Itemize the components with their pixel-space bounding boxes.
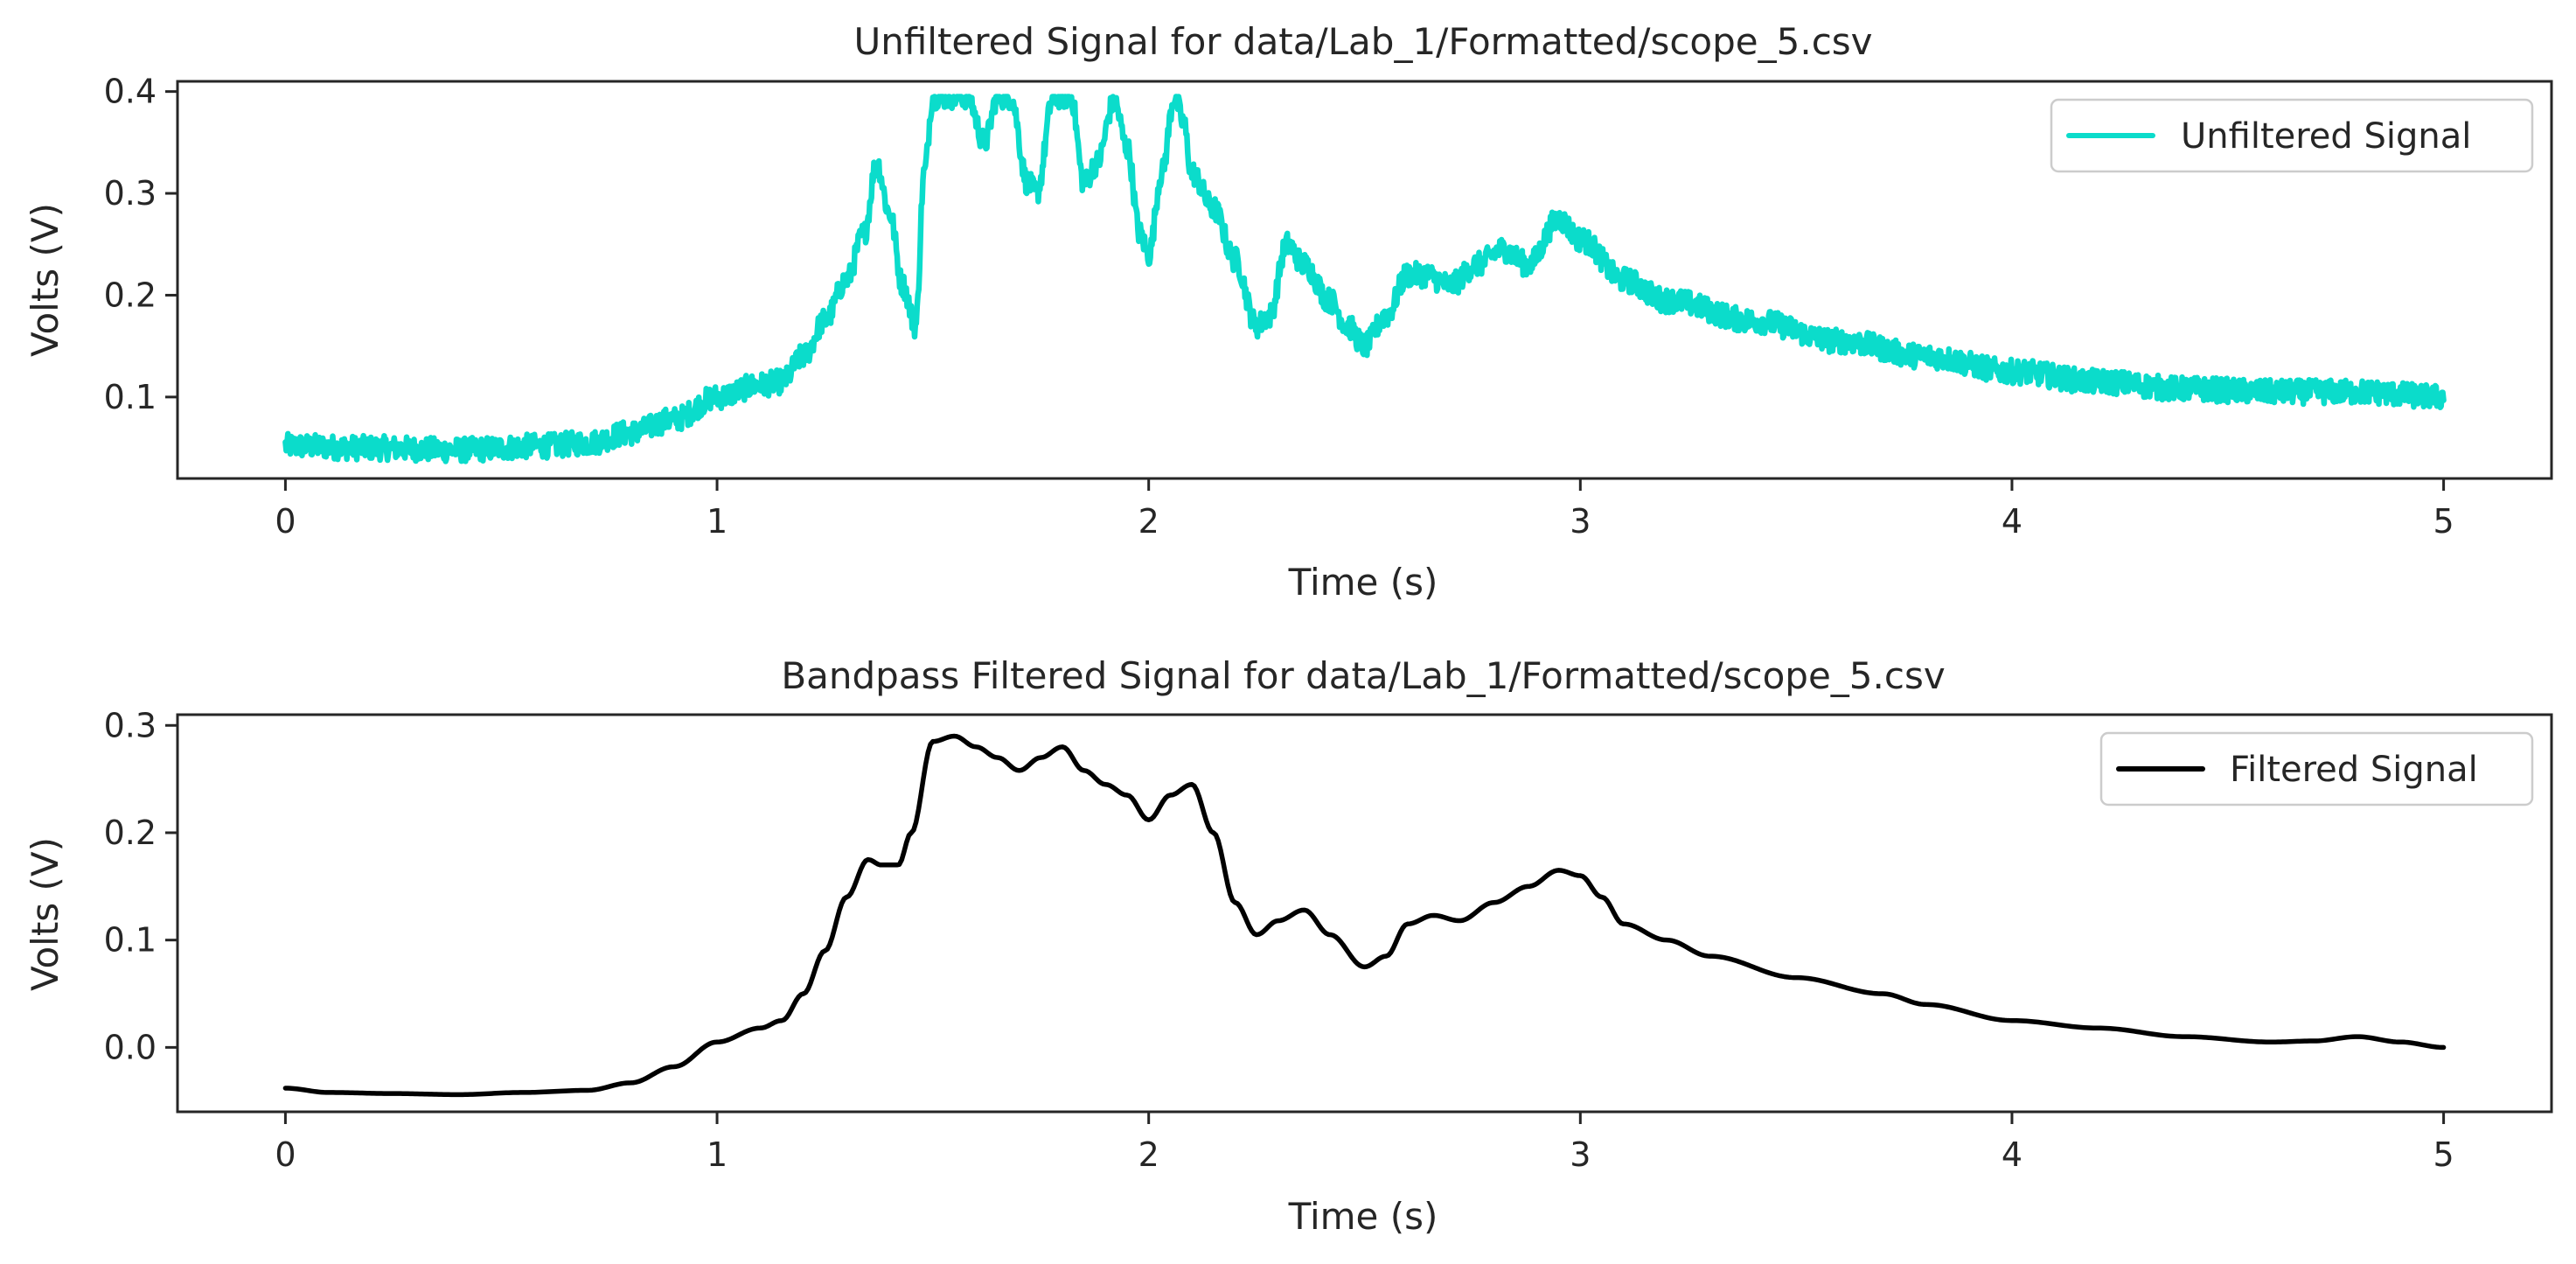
unfiltered-chart-title: Unfiltered Signal for data/Lab_1/Formatt… — [853, 20, 1872, 63]
filtered-x-tick-label: 3 — [1570, 1135, 1591, 1174]
unfiltered-y-tick-label: 0.2 — [104, 276, 157, 314]
filtered-y-tick-label: 0.2 — [104, 814, 157, 852]
unfiltered-legend-box — [2050, 98, 2534, 173]
unfiltered-signal-line — [282, 94, 2447, 464]
unfiltered-x-tick-label: 4 — [2002, 502, 2023, 541]
filtered-y-tick-label: 0.1 — [104, 921, 157, 960]
unfiltered-y-tick-label: 0.1 — [104, 378, 157, 416]
filtered-x-tick-label: 5 — [2433, 1135, 2454, 1174]
filtered-signal-line — [282, 733, 2447, 1098]
unfiltered-x-tick-label: 5 — [2433, 502, 2454, 541]
unfiltered-x-tick-label: 1 — [707, 502, 728, 541]
filtered-axes-frame — [176, 713, 2553, 1114]
filtered-ticks: 0 1 2 3 4 5 0.0 0.1 0.2 0.3 — [104, 706, 2454, 1174]
unfiltered-legend: Unfiltered Signal — [2050, 98, 2534, 173]
unfiltered-x-tick-label: 2 — [1138, 502, 1159, 541]
filtered-legend-box — [2099, 731, 2534, 807]
filtered-y-tick-label: 0.3 — [104, 706, 157, 744]
filtered-plot-area — [282, 733, 2447, 1098]
filtered-x-tick-label: 4 — [2002, 1135, 2023, 1174]
unfiltered-ticks: 0 1 2 3 4 5 0.1 0.2 0.3 0.4 — [104, 73, 2454, 541]
unfiltered-subplot: Unfiltered Signal for data/Lab_1/Formatt… — [24, 20, 2553, 604]
filtered-y-axis-label: Volts (V) — [24, 837, 66, 991]
filtered-x-axis-label: Time (s) — [1288, 1195, 1438, 1238]
filtered-x-tick-label: 0 — [275, 1135, 296, 1174]
unfiltered-x-axis-label: Time (s) — [1288, 561, 1438, 604]
filtered-legend: Filtered Signal — [2099, 731, 2534, 807]
unfiltered-axes-frame — [176, 80, 2553, 480]
unfiltered-y-tick-label: 0.3 — [104, 174, 157, 213]
filtered-chart-title: Bandpass Filtered Signal for data/Lab_1/… — [781, 654, 1945, 697]
filtered-x-tick-label: 2 — [1138, 1135, 1159, 1174]
filtered-subplot: Bandpass Filtered Signal for data/Lab_1/… — [24, 654, 2553, 1238]
unfiltered-x-tick-label: 0 — [275, 502, 296, 541]
unfiltered-y-axis-label: Volts (V) — [24, 203, 66, 357]
filtered-legend-label: Filtered Signal — [2230, 750, 2478, 790]
unfiltered-y-tick-label: 0.4 — [104, 73, 157, 111]
filtered-x-tick-label: 1 — [707, 1135, 728, 1174]
unfiltered-legend-label: Unfiltered Signal — [2181, 116, 2471, 157]
filtered-y-tick-label: 0.0 — [104, 1028, 157, 1066]
unfiltered-plot-area — [282, 94, 2447, 464]
unfiltered-x-tick-label: 3 — [1570, 502, 1591, 541]
